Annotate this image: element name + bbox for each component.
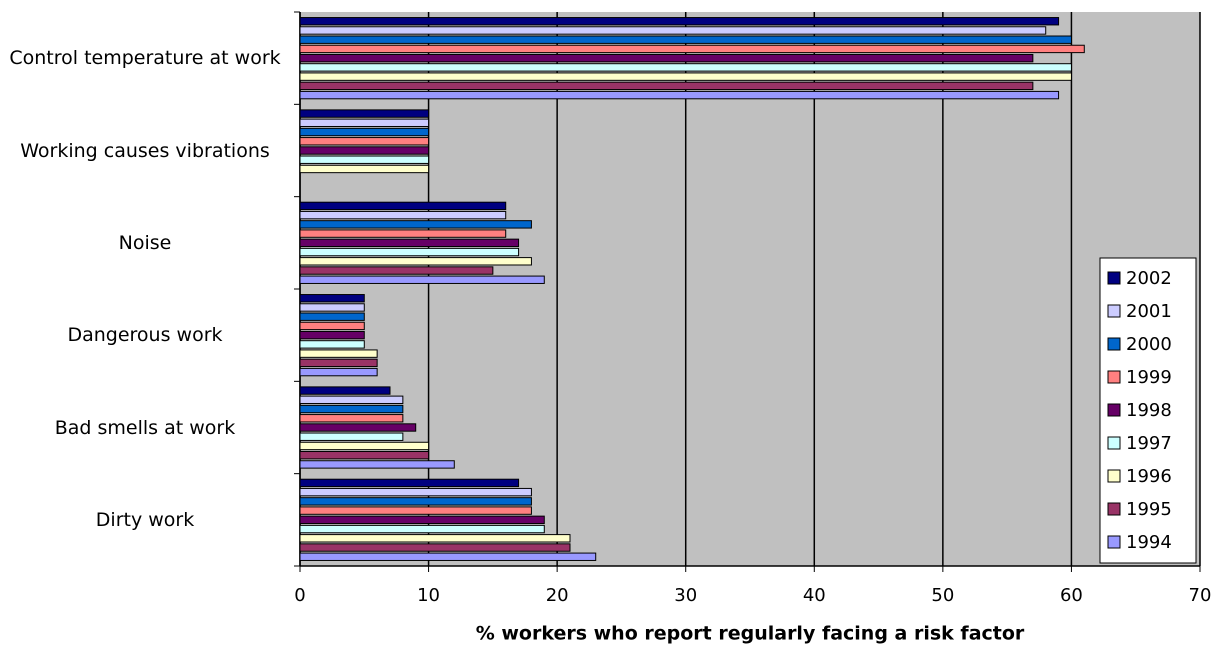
bar bbox=[299, 44, 1085, 54]
legend-swatch bbox=[1107, 370, 1121, 384]
legend-label: 1997 bbox=[1126, 433, 1172, 454]
bar bbox=[299, 229, 507, 238]
legend-label: 1996 bbox=[1126, 466, 1172, 487]
x-tick-label: 30 bbox=[674, 585, 697, 606]
legend-swatch bbox=[1107, 469, 1121, 483]
bar bbox=[299, 552, 597, 561]
bar bbox=[299, 127, 430, 137]
y-tick-label: Bad smells at work bbox=[54, 416, 236, 439]
x-tick-label: 20 bbox=[546, 585, 569, 606]
bar bbox=[299, 312, 365, 321]
bar bbox=[299, 257, 532, 266]
legend-swatch bbox=[1107, 535, 1121, 549]
bar bbox=[299, 534, 571, 543]
bar bbox=[299, 358, 378, 368]
x-tick-label: 70 bbox=[1189, 585, 1212, 606]
bar bbox=[299, 497, 532, 506]
bar bbox=[299, 90, 1060, 100]
bar bbox=[299, 487, 532, 497]
legend-label: 1998 bbox=[1126, 400, 1172, 421]
y-tick-label: Noise bbox=[118, 231, 172, 254]
bar bbox=[299, 543, 571, 552]
bar bbox=[299, 81, 1034, 91]
bar bbox=[299, 118, 430, 127]
bar bbox=[299, 395, 404, 404]
bar bbox=[299, 201, 507, 211]
x-axis-title: % workers who report regularly facing a … bbox=[476, 623, 1025, 645]
legend-label: 2000 bbox=[1126, 334, 1172, 355]
legend-label: 1994 bbox=[1126, 532, 1172, 553]
bar bbox=[299, 349, 378, 358]
bar bbox=[299, 404, 404, 414]
bar bbox=[299, 414, 404, 423]
legend-label: 2001 bbox=[1126, 301, 1172, 322]
bar bbox=[299, 17, 1060, 26]
bar bbox=[299, 275, 545, 284]
bar bbox=[299, 386, 391, 395]
bar bbox=[299, 330, 365, 340]
bar bbox=[299, 340, 365, 349]
bar bbox=[299, 220, 532, 229]
bar bbox=[299, 423, 417, 432]
legend-swatch bbox=[1107, 337, 1121, 351]
bar bbox=[299, 247, 520, 257]
bar bbox=[299, 524, 545, 534]
legend-swatch bbox=[1107, 304, 1121, 318]
bar bbox=[299, 321, 365, 331]
bar bbox=[299, 146, 430, 155]
bar bbox=[299, 137, 430, 146]
bar bbox=[299, 432, 404, 441]
bar bbox=[299, 515, 545, 525]
bar bbox=[299, 506, 532, 515]
bar bbox=[299, 294, 365, 303]
legend-swatch bbox=[1107, 403, 1121, 417]
y-tick-label: Dangerous work bbox=[67, 324, 223, 347]
bar bbox=[299, 451, 430, 460]
bar bbox=[299, 266, 494, 275]
bar bbox=[299, 164, 430, 174]
x-tick-label: 10 bbox=[417, 585, 440, 606]
x-tick-label: 50 bbox=[931, 585, 954, 606]
bar bbox=[299, 367, 378, 377]
bar bbox=[299, 441, 430, 451]
x-tick-label: 60 bbox=[1060, 585, 1083, 606]
y-tick-label: Working causes vibrations bbox=[20, 139, 270, 162]
bar bbox=[299, 109, 430, 118]
y-tick-label: Control temperature at work bbox=[9, 47, 281, 70]
bar bbox=[299, 155, 430, 164]
legend-swatch bbox=[1107, 436, 1121, 450]
y-tick-label: Dirty work bbox=[95, 508, 195, 531]
legend-swatch bbox=[1107, 271, 1121, 285]
bar bbox=[299, 460, 455, 469]
x-tick-label: 40 bbox=[803, 585, 826, 606]
bar bbox=[299, 210, 507, 220]
plot-area bbox=[300, 12, 1200, 566]
bar bbox=[299, 303, 365, 312]
bar bbox=[299, 63, 1072, 72]
bar bbox=[299, 26, 1047, 35]
bar bbox=[299, 478, 520, 488]
legend-label: 1995 bbox=[1126, 499, 1172, 520]
bar bbox=[299, 35, 1072, 44]
legend-swatch bbox=[1107, 502, 1121, 516]
bar bbox=[299, 238, 520, 248]
bar bbox=[299, 72, 1072, 81]
legend-label: 1999 bbox=[1126, 367, 1172, 388]
legend-label: 2002 bbox=[1126, 268, 1172, 289]
bar bbox=[299, 53, 1034, 63]
x-tick-label: 0 bbox=[294, 585, 305, 606]
